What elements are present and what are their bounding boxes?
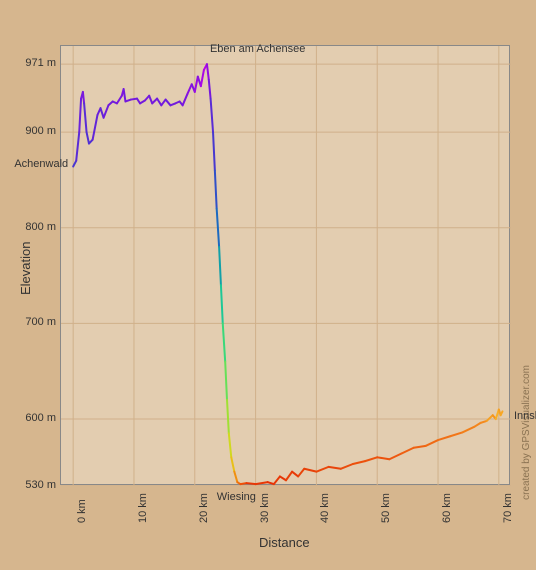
x-tick: 60 km: [441, 493, 453, 523]
x-tick: 70 km: [502, 493, 514, 523]
elevation-chart: Elevation Distance created by GPSVisuali…: [0, 0, 536, 570]
waypoint-label: Innsbruck: [514, 410, 536, 422]
y-tick: 800 m: [16, 221, 56, 233]
x-tick: 50 km: [380, 493, 392, 523]
profile-line: [61, 46, 511, 486]
y-tick: 600 m: [16, 412, 56, 424]
y-tick: 900 m: [16, 125, 56, 137]
y-tick: 530 m: [16, 479, 56, 491]
x-tick: 40 km: [319, 493, 331, 523]
waypoint-label: Eben am Achensee: [210, 43, 305, 55]
x-tick: 10 km: [137, 493, 149, 523]
x-axis-label: Distance: [259, 535, 310, 550]
x-tick: 20 km: [198, 493, 210, 523]
x-tick: 30 km: [259, 493, 271, 523]
y-tick: 700 m: [16, 316, 56, 328]
x-tick: 0 km: [76, 499, 88, 523]
y-axis-label: Elevation: [18, 242, 33, 295]
credit-text: created by GPSVisualizer.com: [521, 365, 532, 500]
waypoint-label: Wiesing: [217, 491, 256, 503]
plot-area: [60, 45, 510, 485]
y-tick: 971 m: [16, 57, 56, 69]
waypoint-label: Achenwald: [14, 158, 68, 170]
